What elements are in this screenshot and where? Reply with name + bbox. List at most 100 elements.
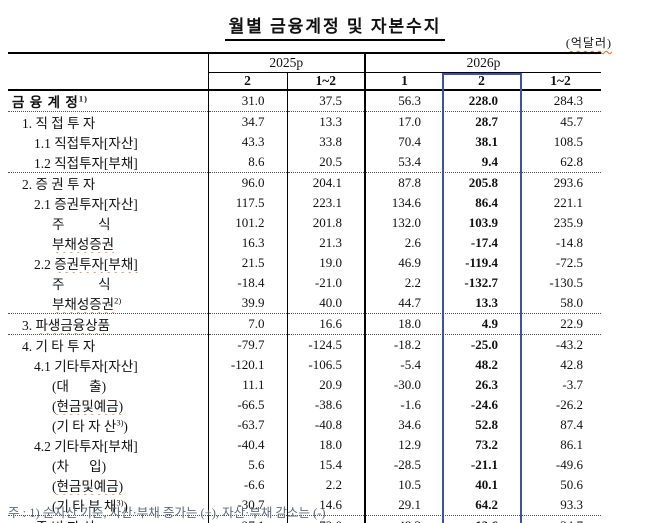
value-cell: -34.7 [520, 515, 602, 523]
value-cell: -6.6 [208, 474, 288, 495]
value-cell: 12.9 [398, 436, 421, 452]
table-row: (현금및예금) -6.6 2.2 10.5 40.1 50.6 [8, 474, 601, 495]
value-cell: 293.6 [553, 174, 584, 190]
table-row: 1.2 직접투자[부채] 8.6 20.5 53.4 9.4 62.8 [8, 151, 602, 173]
period-header: 1~2 [520, 72, 602, 91]
value-cell: 108.5 [553, 133, 584, 149]
row-label: 2.2 증권투자[부채] [8, 252, 209, 273]
row-label: (현금및예금) [8, 474, 209, 495]
value-cell: 103.9 [468, 214, 498, 230]
value-cell: 58.0 [520, 292, 602, 314]
value-cell: 13.3 [287, 111, 366, 132]
table-row: 5. 준 비 자 산-27.1-72.0-48.313.6-34.7 [8, 515, 602, 523]
year-header-row: 2025p 2026p [8, 53, 602, 91]
value-cell: -43.2 [555, 336, 584, 352]
value-cell: 235.9 [553, 214, 584, 230]
value-cell: -28.5 [393, 456, 421, 472]
value-cell: -17.4 [470, 234, 498, 250]
value-cell: -3.7 [562, 376, 584, 392]
row-label: (현금및예금) [8, 394, 209, 415]
value-cell: 29.1 [365, 494, 443, 516]
table-row: 2.2 증권투자[부채] 21.5 19.0 46.9 -119.4 -72.5 [8, 252, 601, 273]
footnotes: 주 : 1) 순자산 기준, 자산·부채 증가는 (+), 자산·부채 감소는 … [8, 473, 490, 523]
value-cell: -106.5 [287, 354, 366, 375]
value-cell: 26.3 [475, 376, 498, 392]
value-cell: 18.0 [365, 313, 443, 335]
value-cell: -49.6 [555, 456, 584, 472]
value-cell: 221.1 [553, 194, 584, 210]
table-row: 2.1 증권투자[자산] 117.5 223.1 134.6 86.4 221.1 [8, 192, 601, 213]
value-cell: -24.6 [470, 396, 498, 412]
table-row: (기 타 부 채3)) -30.7 14.6 29.1 64.2 93.3 [8, 494, 602, 516]
value-cell: 46.9 [398, 254, 421, 270]
value-cell: 73.2 [475, 436, 498, 452]
value-cell: -21.1 [470, 456, 498, 472]
value-cell: 19.0 [287, 252, 366, 273]
table-row: (대 출) 11.1 20.9 -30.0 26.3 -3.7 [8, 374, 601, 395]
value-cell: 11.1 [208, 374, 288, 395]
value-cell: 44.7 [365, 292, 443, 314]
value-cell: -79.7 [208, 334, 288, 355]
table-row: 부채성증권2) 39.9 40.0 44.7 13.3 58.0 [8, 292, 602, 314]
value-cell: 43.3 [208, 131, 288, 152]
period-header-row: 2 1~2 1 2 1~2 [8, 72, 602, 91]
value-cell: -38.6 [287, 394, 366, 415]
table-row: 부채성증권 16.3 21.3 2.6 -17.4 -14.8 [8, 232, 601, 253]
value-cell: -72.0 [287, 515, 366, 523]
row-label: 1. 직 접 투 자 [8, 111, 209, 132]
value-cell: -124.5 [287, 334, 366, 355]
table-body: 금 융 계 정1) 31.0 37.5 56.3 228.0 284.3 1. 직 접 투 … [8, 89, 602, 523]
row-label: 1.1 직접투자[자산] [8, 131, 209, 152]
value-cell: 38.1 [475, 133, 498, 149]
title-wrap: 월별 금융계정 및 자본수지 [0, 12, 670, 41]
value-cell: 201.8 [287, 212, 366, 233]
value-cell: 28.7 [475, 113, 498, 129]
value-cell: 284.3 [520, 89, 602, 112]
page-title: 월별 금융계정 및 자본수지 [224, 12, 446, 41]
label-column-header [8, 53, 209, 91]
value-cell: 205.8 [468, 174, 498, 190]
table-row: 4. 기 타 투 자 -79.7 -124.5 -18.2 -25.0 -43.2 [8, 334, 601, 355]
table-row: (기 타 자 산3)) -63.7 -40.8 34.6 52.8 87.4 [8, 414, 601, 435]
year-header: 2026p [363, 53, 602, 73]
value-cell: 34.7 [208, 111, 288, 132]
value-cell: 204.1 [287, 172, 366, 193]
value-cell: -48.3 [365, 515, 443, 523]
value-cell: -132.7 [464, 274, 498, 290]
value-cell: 86.1 [560, 436, 584, 452]
table-row: 4.1 기타투자[자산] -120.1 -106.5 -5.4 48.2 42.8 [8, 354, 601, 375]
value-cell: 39.9 [208, 292, 288, 314]
value-cell: 117.5 [208, 192, 288, 213]
value-cell: 48.2 [475, 356, 498, 372]
value-cell: 45.7 [560, 113, 584, 129]
row-label: 5. 준 비 자 산 [8, 515, 209, 523]
value-cell: 33.8 [287, 131, 366, 152]
value-cell: 52.8 [475, 416, 498, 432]
period-header: 2 [208, 72, 288, 91]
value-cell: 20.5 [287, 151, 366, 173]
table-row: (현금및예금) -66.5 -38.6 -1.6 -24.6 -26.2 [8, 394, 601, 415]
row-label: 부채성증권2) [8, 292, 209, 314]
value-cell: -120.1 [208, 354, 288, 375]
value-cell: 2.2 [287, 474, 366, 495]
value-cell: 31.0 [208, 89, 288, 112]
row-label: 2.1 증권투자[자산] [8, 192, 209, 213]
value-cell: -14.8 [555, 234, 584, 250]
row-label: 주 식 [8, 212, 209, 233]
value-cell: -119.4 [465, 254, 498, 270]
row-label: (대 출) [8, 374, 209, 395]
row-label: 4.2 기타투자[부채] [8, 434, 209, 455]
value-cell: 34.6 [398, 416, 421, 432]
value-cell: 40.0 [287, 292, 366, 314]
value-cell: 8.6 [208, 151, 288, 173]
value-cell: 53.4 [365, 151, 443, 173]
table-row: 2. 증 권 투 자 96.0 204.1 87.8 205.8 293.6 [8, 172, 601, 193]
value-cell: -40.8 [287, 414, 366, 435]
year-header: 2025p [208, 53, 365, 73]
row-label: 부채성증권 [8, 232, 209, 253]
row-label: 3. 파생금융상품 [8, 313, 209, 335]
table-row: 4.2 기타투자[부채] -40.4 18.0 12.9 73.2 86.1 [8, 434, 601, 455]
row-label: 2. 증 권 투 자 [8, 172, 209, 193]
value-cell: 132.0 [391, 214, 421, 230]
value-cell: 18.0 [287, 434, 366, 455]
